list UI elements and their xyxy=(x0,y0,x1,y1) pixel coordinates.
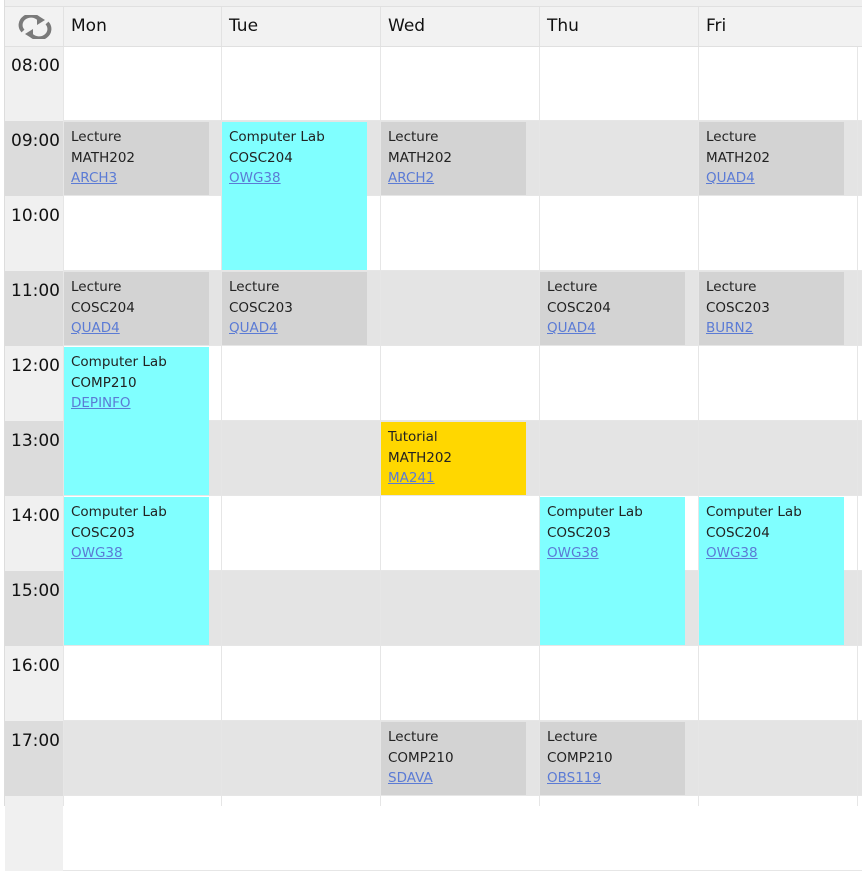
event-room-link[interactable]: QUAD4 xyxy=(229,320,278,336)
day-header: Mon Tue Wed Thu Fri xyxy=(5,7,862,47)
event-course: COMP210 xyxy=(547,749,613,766)
column-divider xyxy=(221,46,222,806)
event-lecture[interactable]: Lecture COMP210 OBS119 xyxy=(540,722,685,795)
event-type: Lecture xyxy=(547,279,598,295)
day-header-mon: Mon xyxy=(63,7,221,46)
event-lab[interactable]: Computer Lab COSC203 OWG38 xyxy=(64,497,209,645)
event-type: Lecture xyxy=(71,129,122,145)
event-type: Computer Lab xyxy=(71,354,167,370)
event-lab[interactable]: Computer Lab COSC203 OWG38 xyxy=(540,497,685,645)
time-label: 17:00 xyxy=(5,721,63,796)
event-lecture[interactable]: Lecture MATH202 QUAD4 xyxy=(699,122,844,195)
event-course: COMP210 xyxy=(71,374,137,391)
event-type: Lecture xyxy=(229,279,280,295)
event-lecture[interactable]: Lecture COSC204 QUAD4 xyxy=(64,272,209,345)
column-divider xyxy=(63,46,64,806)
event-room-link[interactable]: SDAVA xyxy=(388,770,433,786)
time-row: 12:00 xyxy=(5,346,862,421)
event-course: COSC203 xyxy=(229,299,293,316)
event-course: COSC204 xyxy=(706,524,770,541)
event-room-link[interactable]: OWG38 xyxy=(229,170,281,186)
time-label: 08:00 xyxy=(5,46,63,121)
event-room-link[interactable]: MA241 xyxy=(388,470,435,486)
event-type: Lecture xyxy=(706,129,757,145)
event-room-link[interactable]: OWG38 xyxy=(547,545,599,561)
event-lecture[interactable]: Lecture MATH202 ARCH3 xyxy=(64,122,209,195)
top-band xyxy=(0,0,862,7)
event-room-link[interactable]: OWG38 xyxy=(71,545,123,561)
time-row: 08:00 xyxy=(5,46,862,121)
event-room-link[interactable]: ARCH3 xyxy=(71,170,118,186)
day-header-thu: Thu xyxy=(539,7,698,46)
time-label: 12:00 xyxy=(5,346,63,421)
time-row: 14:00 xyxy=(5,496,862,571)
time-row xyxy=(5,796,862,871)
column-divider xyxy=(698,46,699,806)
event-lecture[interactable]: Lecture MATH202 ARCH2 xyxy=(381,122,526,195)
time-label: 09:00 xyxy=(5,121,63,196)
event-course: COSC203 xyxy=(547,524,611,541)
time-label: 11:00 xyxy=(5,271,63,346)
event-type: Computer Lab xyxy=(71,504,167,520)
refresh-arrows-icon[interactable] xyxy=(15,15,55,39)
event-tutorial[interactable]: Tutorial MATH202 MA241 xyxy=(381,422,526,495)
event-course: MATH202 xyxy=(706,149,770,166)
event-lecture[interactable]: Lecture COSC203 BURN2 xyxy=(699,272,844,345)
event-room-link[interactable]: OWG38 xyxy=(706,545,758,561)
event-type: Tutorial xyxy=(388,429,438,445)
event-lab[interactable]: Computer Lab COMP210 DEPINFO xyxy=(64,347,209,495)
column-divider xyxy=(539,46,540,806)
event-type: Lecture xyxy=(547,729,598,745)
time-label: 13:00 xyxy=(5,421,63,496)
time-label: 10:00 xyxy=(5,196,63,271)
event-type: Lecture xyxy=(71,279,122,295)
day-header-wed: Wed xyxy=(380,7,539,46)
event-room-link[interactable]: BURN2 xyxy=(706,320,754,336)
event-lecture[interactable]: Lecture COMP210 SDAVA xyxy=(381,722,526,795)
event-room-link[interactable]: OBS119 xyxy=(547,770,601,786)
event-type: Lecture xyxy=(388,129,439,145)
event-type: Lecture xyxy=(388,729,439,745)
event-course: COSC203 xyxy=(706,299,770,316)
event-lecture[interactable]: Lecture COSC204 QUAD4 xyxy=(540,272,685,345)
event-course: COSC204 xyxy=(229,149,293,166)
event-course: COMP210 xyxy=(388,749,454,766)
event-course: MATH202 xyxy=(388,449,452,466)
event-course: COSC204 xyxy=(71,299,135,316)
time-label: 15:00 xyxy=(5,571,63,646)
time-row: 16:00 xyxy=(5,646,862,721)
time-label xyxy=(5,796,63,871)
event-course: MATH202 xyxy=(388,149,452,166)
column-divider xyxy=(857,46,858,806)
event-type: Computer Lab xyxy=(547,504,643,520)
event-type: Computer Lab xyxy=(229,129,325,145)
event-lecture[interactable]: Lecture COSC203 QUAD4 xyxy=(222,272,367,345)
event-room-link[interactable]: ARCH2 xyxy=(388,170,435,186)
event-room-link[interactable]: QUAD4 xyxy=(706,170,755,186)
day-header-fri: Fri xyxy=(698,7,857,46)
time-label: 16:00 xyxy=(5,646,63,721)
event-room-link[interactable]: QUAD4 xyxy=(547,320,596,336)
event-room-link[interactable]: QUAD4 xyxy=(71,320,120,336)
event-course: COSC203 xyxy=(71,524,135,541)
time-label: 14:00 xyxy=(5,496,63,571)
column-divider xyxy=(380,46,381,806)
event-course: MATH202 xyxy=(71,149,135,166)
time-row: 10:00 xyxy=(5,196,862,271)
event-lab[interactable]: Computer Lab COSC204 OWG38 xyxy=(222,122,367,270)
event-room-link[interactable]: DEPINFO xyxy=(71,395,131,411)
left-edge xyxy=(0,0,5,806)
event-type: Lecture xyxy=(706,279,757,295)
day-header-tue: Tue xyxy=(221,7,380,46)
event-type: Computer Lab xyxy=(706,504,802,520)
event-course: COSC204 xyxy=(547,299,611,316)
event-lab[interactable]: Computer Lab COSC204 OWG38 xyxy=(699,497,844,645)
